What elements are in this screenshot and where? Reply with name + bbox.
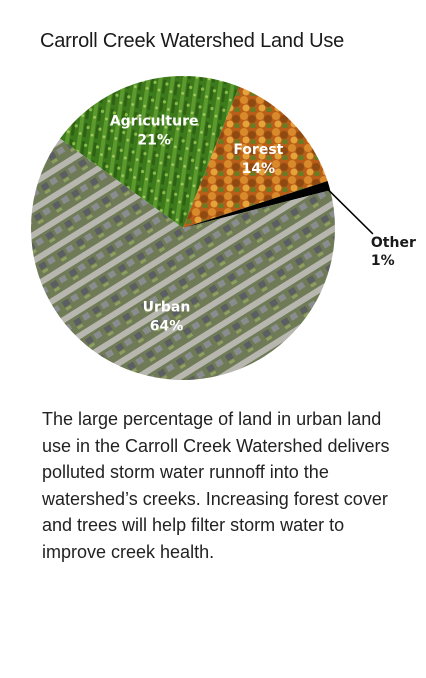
slice-value-agriculture: 21%	[137, 133, 171, 149]
pie-chart: Agriculture 21% Forest 14% Other 1% Urban 64%	[31, 76, 416, 380]
leader-line-other	[324, 186, 374, 235]
slice-name-urban: Urban	[143, 300, 191, 316]
pie-labels: Agriculture 21% Forest 14% Other 1% Urban 64%	[110, 114, 416, 335]
pie-slice-agriculture	[60, 76, 239, 228]
slice-value-forest: 14%	[242, 161, 276, 177]
slice-name-other: Other	[371, 235, 416, 251]
slice-name-forest: Forest	[233, 142, 283, 158]
slice-name-agriculture: Agriculture	[110, 114, 199, 130]
caption-text: The large percentage of land in urban la…	[42, 409, 390, 562]
pie-slice-other	[183, 181, 331, 228]
pie-slice-forest	[183, 86, 328, 228]
pie-slice-urban	[31, 138, 336, 380]
chart-title: Carroll Creek Watershed Land Use	[40, 30, 345, 52]
pie-slices	[31, 76, 336, 380]
slice-value-other: 1%	[371, 253, 395, 269]
slice-value-urban: 64%	[150, 319, 184, 335]
